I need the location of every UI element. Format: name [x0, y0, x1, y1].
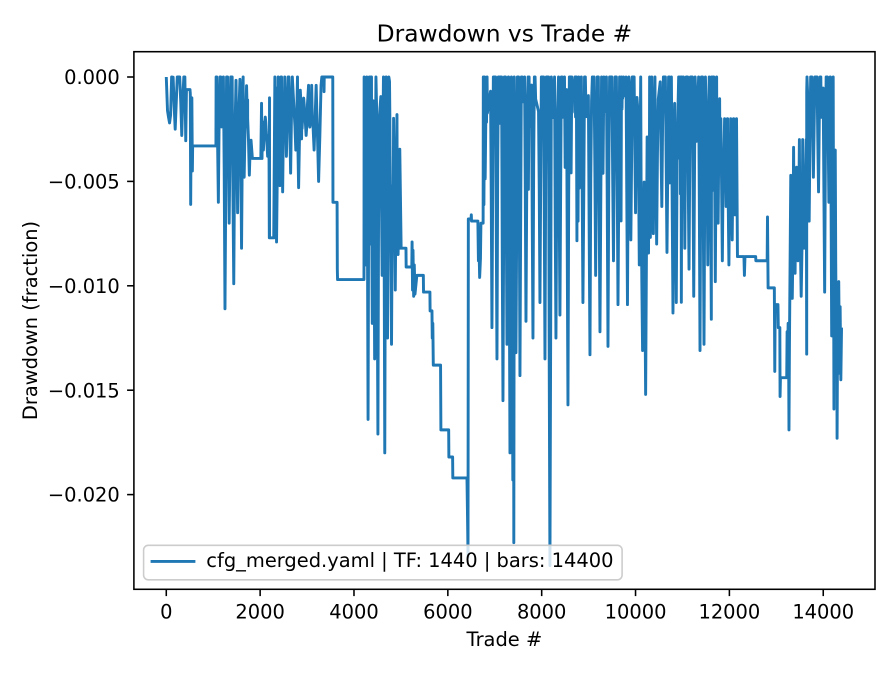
x-tick-label: 2000 [235, 601, 284, 624]
plot-spines [133, 50, 876, 591]
x-axis-label: Trade # [466, 628, 543, 651]
y-tick-label: −0.015 [48, 379, 120, 402]
chart-title: Drawdown vs Trade # [377, 20, 633, 48]
x-tick-label: 14000 [792, 601, 854, 624]
x-tick-label: 12000 [698, 601, 760, 624]
series-path [164, 75, 843, 568]
legend-label: cfg_merged.yaml | TF: 1440 | bars: 14400 [206, 549, 613, 572]
y-tick-label: −0.020 [48, 484, 120, 507]
legend: cfg_merged.yaml | TF: 1440 | bars: 14400 [142, 544, 623, 581]
axes: 0 2000 4000 6000 8000 10000 12000 14000 0.000 −0.… [48, 50, 876, 624]
y-tick-label: 0.000 [64, 66, 120, 89]
legend-box [142, 544, 623, 581]
y-tick-label: −0.010 [48, 275, 120, 298]
drawdown-series-line [164, 75, 843, 568]
x-tick-label: 8000 [517, 601, 566, 624]
x-tick-label: 10000 [605, 601, 667, 624]
y-axis-label: Drawdown (fraction) [19, 221, 42, 420]
y-tick-label: −0.005 [48, 170, 120, 193]
x-tick-label: 6000 [423, 601, 472, 624]
x-tick-label: 0 [160, 601, 172, 624]
x-tick-label: 4000 [329, 601, 378, 624]
